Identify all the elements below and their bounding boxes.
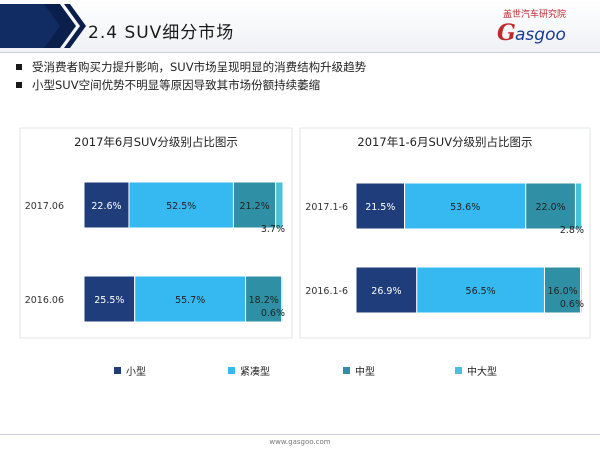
category-label: 2016.1-6 — [305, 286, 348, 297]
svg-text:G: G — [497, 20, 516, 46]
logo-chinese-name: 盖世汽车研究院 — [503, 10, 567, 20]
data-label: 25.5% — [94, 295, 124, 306]
bar-segment — [355, 266, 418, 314]
bar-segment — [128, 181, 234, 229]
bar-segment — [275, 181, 284, 229]
data-label: 18.2% — [249, 295, 279, 306]
gasgoo-logo: G asgoo — [497, 20, 566, 46]
bullet-item: 小型SUV空间优势不明显等原因导致其市场份额持续萎缩 — [16, 76, 366, 94]
legend-label: 紧凑型 — [240, 365, 270, 378]
data-label: 53.6% — [450, 202, 480, 213]
legend-swatch — [228, 367, 235, 374]
legend-label: 中大型 — [467, 365, 497, 378]
bar-segment — [404, 182, 527, 230]
bar-segment — [416, 266, 545, 314]
bar-segment — [134, 275, 247, 323]
data-label: 16.0% — [547, 286, 577, 297]
bar-segment — [525, 182, 576, 230]
data-label: 0.6% — [560, 299, 584, 310]
chart-title: 2017年6月SUV分级别占比图示 — [74, 135, 238, 149]
legend-label: 中型 — [355, 365, 375, 378]
bullet-text: 受消费者购买力提升影响，SUV市场呈现明显的消费结构升级趋势 — [32, 60, 367, 74]
data-label: 22.6% — [91, 201, 121, 212]
data-label: 22.0% — [535, 202, 565, 213]
logo-text: asgoo — [515, 25, 566, 45]
bullet-square-icon — [16, 64, 22, 70]
bullet-text: 小型SUV空间优势不明显等原因导致其市场份额持续萎缩 — [32, 78, 321, 92]
category-label: 2017.1-6 — [305, 202, 348, 213]
page-title: 2.4 SUV细分市场 — [88, 23, 235, 43]
data-label: 2.8% — [560, 225, 584, 236]
data-label: 21.5% — [365, 202, 395, 213]
data-label: 0.6% — [261, 308, 285, 319]
category-label: 2017.06 — [25, 201, 64, 212]
legend-swatch — [455, 367, 462, 374]
data-label: 52.5% — [166, 201, 196, 212]
footer-url: www.gasgoo.com — [269, 438, 331, 446]
bar-segment — [281, 275, 284, 323]
data-label: 26.9% — [371, 286, 401, 297]
data-label: 21.2% — [239, 201, 269, 212]
legend-swatch — [114, 367, 121, 374]
header-arrow-decoration — [0, 4, 86, 48]
legend-label: 小型 — [126, 365, 146, 378]
category-label: 2016.06 — [25, 295, 64, 306]
legend-swatch — [343, 367, 350, 374]
data-label: 55.7% — [175, 295, 205, 306]
bullet-item: 受消费者购买力提升影响，SUV市场呈现明显的消费结构升级趋势 — [16, 58, 366, 76]
data-label: 56.5% — [466, 286, 496, 297]
bullet-square-icon — [16, 82, 22, 88]
bar-segment — [580, 266, 583, 314]
bar-segment — [355, 182, 406, 230]
header-band — [0, 0, 600, 53]
bar-segment — [543, 266, 582, 314]
chart-title: 2017年1-6月SUV分级别占比图示 — [357, 135, 532, 149]
bar-segment — [574, 182, 583, 230]
bar-segment — [245, 275, 283, 323]
data-label: 3.7% — [261, 224, 285, 235]
footer-divider — [0, 434, 600, 435]
bullet-list: 受消费者购买力提升影响，SUV市场呈现明显的消费结构升级趋势 小型SUV空间优势… — [16, 58, 366, 94]
